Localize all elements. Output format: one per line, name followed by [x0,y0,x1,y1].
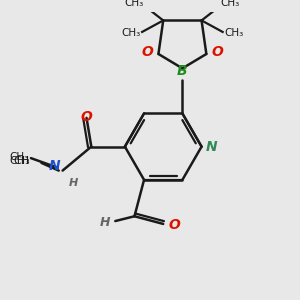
Text: CH₃: CH₃ [9,156,30,166]
Text: CH: CH [14,156,30,166]
Text: N: N [49,160,61,173]
Text: O: O [81,110,92,124]
Text: O: O [168,218,180,232]
Text: O: O [211,45,223,59]
Text: CH₃: CH₃ [125,0,144,8]
Text: H: H [68,178,78,188]
Text: CH₃: CH₃ [121,28,140,38]
Text: O: O [142,45,154,59]
Text: N: N [206,140,217,154]
Text: B: B [177,64,188,78]
Text: H: H [100,217,110,230]
Text: CH₃: CH₃ [221,0,240,8]
Text: CH₃: CH₃ [225,28,244,38]
Text: CH₃: CH₃ [10,152,29,162]
